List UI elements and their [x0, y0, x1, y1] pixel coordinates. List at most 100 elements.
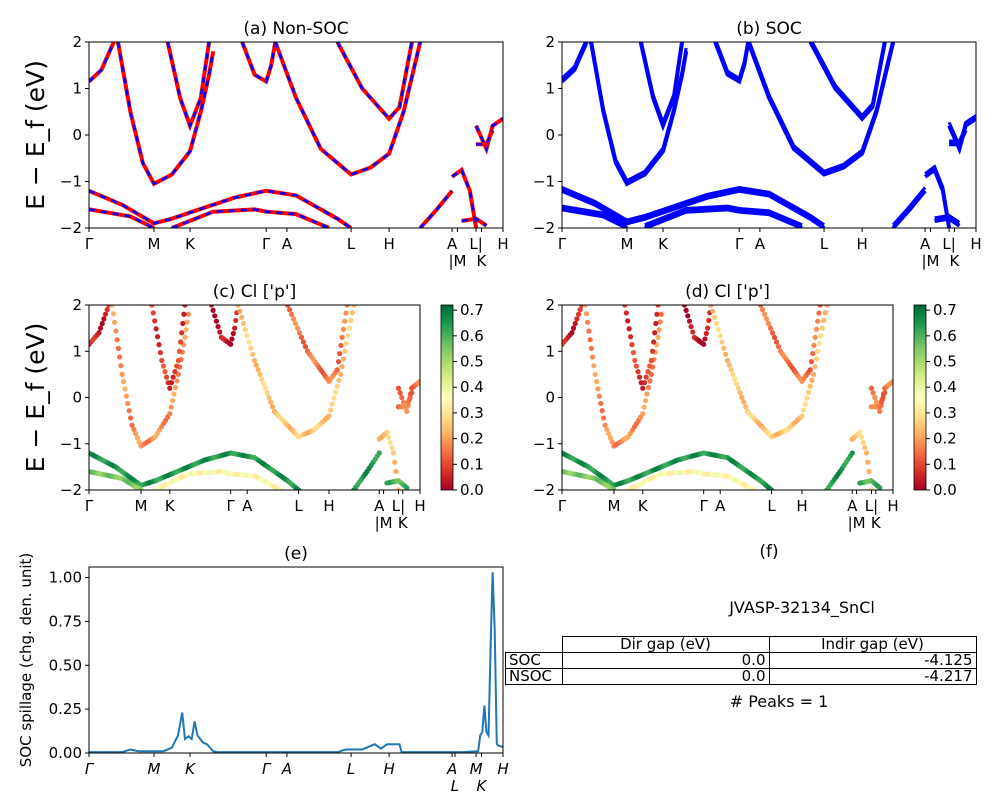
- x-tick-label: A: [755, 235, 766, 253]
- projected-band-point: [640, 385, 646, 391]
- projected-band-point: [849, 450, 855, 456]
- projected-band-point: [332, 389, 339, 395]
- projected-band-point: [868, 385, 875, 391]
- projected-band-point: [816, 310, 822, 316]
- projected-band-point: [611, 487, 617, 490]
- projected-band-point: [122, 386, 128, 392]
- projected-band-point: [298, 334, 305, 340]
- projected-band-point: [337, 371, 344, 377]
- projected-band-point: [328, 407, 334, 413]
- projected-band-point: [741, 399, 747, 405]
- projected-band-point: [688, 323, 694, 330]
- colorbar-tick-label: 0.5: [933, 353, 957, 371]
- colorbar-tick-label: 0.7: [460, 301, 484, 319]
- projected-band-point: [632, 357, 638, 364]
- projected-band-point: [248, 345, 254, 351]
- projected-band-point: [802, 401, 808, 407]
- projected-band-point: [340, 356, 347, 362]
- colorbar-tick-label: 0.2: [460, 430, 484, 448]
- x-tick-label: Γ: [226, 497, 235, 515]
- projected-band-point: [596, 393, 602, 399]
- projected-band-point: [809, 377, 815, 383]
- x-tick-label: A: [374, 497, 385, 515]
- projected-band-point: [399, 394, 405, 401]
- projected-band-point: [640, 411, 646, 417]
- x-tick-label: K: [638, 497, 649, 515]
- projected-band-point: [723, 351, 729, 357]
- y-tick-label: 2: [545, 296, 555, 314]
- projected-band-point: [176, 348, 183, 354]
- x-tick-label: Γ: [85, 497, 94, 515]
- projected-band-point: [117, 354, 123, 360]
- y-tick-label: 1.00: [49, 569, 82, 587]
- projected-band-point: [715, 327, 721, 333]
- projected-band-point: [264, 390, 270, 396]
- projected-band-point: [799, 413, 805, 419]
- projected-band-point: [702, 336, 708, 342]
- y-tick-label: 0.25: [49, 700, 82, 718]
- x-tick-label: Γ: [85, 235, 94, 253]
- projected-band-point: [344, 305, 350, 308]
- projected-band-point: [607, 435, 613, 441]
- y-axis-label: E − E_f (eV): [21, 60, 50, 210]
- band-soc-split: [714, 42, 750, 81]
- projected-band-point: [290, 316, 297, 322]
- x-tick-label: M: [134, 497, 147, 515]
- axes-frame: [88, 566, 504, 754]
- projected-band-point: [266, 394, 272, 401]
- x-tick-label: |M: [848, 514, 866, 532]
- x-tick-label: |M: [375, 514, 393, 532]
- projected-band-point: [737, 390, 743, 396]
- x-tick-label: H: [497, 760, 508, 778]
- projected-band-point: [269, 404, 276, 410]
- colorbar: [440, 304, 454, 491]
- projected-band-point: [771, 334, 778, 340]
- projected-band-point: [878, 399, 885, 405]
- projected-band-point: [233, 317, 239, 324]
- projected-band-point: [575, 311, 582, 317]
- projected-band-point: [244, 333, 250, 339]
- projected-band-point: [393, 468, 399, 475]
- x-tick-label: H: [970, 235, 981, 253]
- x-tick-label: K: [477, 252, 488, 270]
- projected-band-point: [657, 319, 663, 325]
- x-tick-label: A: [920, 235, 931, 253]
- projected-band-point: [184, 319, 190, 325]
- y-tick-label: 0.75: [49, 612, 82, 630]
- projected-band-point: [629, 342, 635, 348]
- y-tick-label: 0: [72, 389, 82, 407]
- y-tick-label: 0: [545, 126, 555, 144]
- projected-band-point: [149, 305, 155, 308]
- x-tick-label: M: [621, 235, 634, 253]
- projected-band-point: [334, 367, 340, 373]
- projected-band-point: [389, 445, 395, 451]
- y-tick-label: −1: [533, 435, 555, 453]
- colorbar: [913, 304, 927, 491]
- plot-area: [562, 305, 893, 490]
- projected-band-point: [168, 380, 175, 386]
- projected-band-point: [763, 316, 770, 322]
- projected-band-point: [288, 311, 295, 317]
- projected-band-point: [175, 357, 181, 364]
- projected-band-point: [818, 333, 824, 339]
- projected-band-point: [761, 311, 768, 317]
- projected-band-point: [865, 459, 871, 465]
- projected-band-point: [296, 330, 303, 336]
- projected-band-point: [583, 311, 590, 317]
- band-soc: [562, 207, 628, 228]
- projected-band-point: [212, 313, 218, 319]
- x-tick-label: Γ: [735, 235, 744, 253]
- projected-band-point: [811, 342, 817, 349]
- projected-band-point: [717, 333, 723, 339]
- band-soc-dashed: [89, 208, 155, 228]
- projected-band-point: [857, 429, 863, 435]
- projected-band-point: [582, 305, 588, 308]
- projected-band-point: [593, 379, 600, 385]
- projected-band-point: [813, 326, 820, 332]
- projected-band-point: [302, 344, 309, 350]
- projected-band-point: [810, 350, 816, 357]
- colorbar-tick-label: 0.4: [933, 378, 957, 396]
- projected-band-point: [114, 337, 120, 343]
- projected-band-point: [768, 487, 775, 490]
